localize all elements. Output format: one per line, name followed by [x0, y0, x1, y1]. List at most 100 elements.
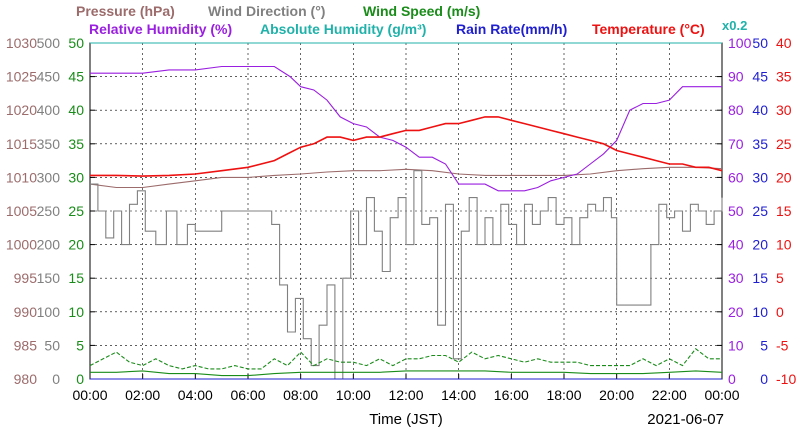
legend-wind-speed: Wind Speed (m/s) [363, 3, 480, 19]
tick-rain-rate: 0 [760, 371, 768, 387]
tick-pressure: 1020 [6, 102, 37, 118]
tick-temperature: 25 [776, 136, 792, 152]
tick-temperature: 35 [776, 69, 792, 85]
x-axis-label: Time (JST) [369, 411, 443, 428]
tick-rain-rate: 40 [752, 102, 768, 118]
x-tick-label: 14:00 [441, 387, 476, 403]
tick-pressure: 990 [14, 304, 38, 320]
x-tick-label: 04:00 [178, 387, 213, 403]
tick-temperature: 30 [776, 102, 792, 118]
x-tick-label: 06:00 [230, 387, 265, 403]
tick-rain-rate: 45 [752, 69, 768, 85]
tick-temperature: 40 [776, 35, 792, 51]
tick-rain-rate: 30 [752, 169, 768, 185]
legend-relative-humidity: Relative Humidity (%) [89, 21, 232, 37]
x-axis-ticks: 00:00 02:00 04:00 06:00 08:00 10:00 12:00 14:00… [72, 374, 740, 403]
tick-wind-speed: 5 [76, 337, 84, 353]
x-tick-label: 16:00 [494, 387, 529, 403]
tick-wind-direction: 350 [37, 136, 61, 152]
tick-relative-humidity: 60 [728, 169, 744, 185]
grid [90, 43, 722, 379]
x-tick-label: 10:00 [336, 387, 371, 403]
tick-pressure: 980 [14, 371, 38, 387]
tick-temperature: 0 [776, 304, 784, 320]
legend-absolute-humidity: Absolute Humidity (g/m³) [260, 21, 426, 37]
tick-pressure: 995 [14, 270, 38, 286]
x-tick-label: 18:00 [546, 387, 581, 403]
tick-wind-direction: 150 [37, 270, 61, 286]
tick-pressure: 1030 [6, 35, 37, 51]
header-row-2: Relative Humidity (%) Absolute Humidity … [89, 18, 747, 37]
tick-relative-humidity: 20 [728, 304, 744, 320]
tick-rain-rate: 10 [752, 304, 768, 320]
tick-wind-speed: 10 [68, 304, 84, 320]
x-tick-label: 00:00 [72, 387, 107, 403]
tick-pressure: 985 [14, 337, 38, 353]
tick-temperature: -5 [776, 337, 789, 353]
x-tick-label: 00:00 [704, 387, 739, 403]
x-tick-label: 12:00 [388, 387, 423, 403]
tick-wind-speed: 20 [68, 237, 84, 253]
legend-pressure: Pressure (hPa) [76, 3, 175, 19]
series-pressure-hpa [89, 166, 723, 189]
tick-wind-direction: 50 [44, 337, 60, 353]
tick-wind-speed: 50 [68, 35, 84, 51]
tick-wind-direction: 250 [37, 203, 61, 219]
series-wind-speed-m-s-max [89, 348, 722, 370]
tick-relative-humidity: 90 [728, 69, 744, 85]
tick-wind-speed: 35 [68, 136, 84, 152]
tick-wind-speed: 30 [68, 169, 84, 185]
series-temperature-c [90, 116, 723, 177]
tick-wind-speed: 25 [68, 203, 84, 219]
tick-rain-rate: 25 [752, 203, 768, 219]
tick-relative-humidity: 40 [728, 237, 744, 253]
date-label: 2021-06-07 [647, 411, 724, 428]
tick-pressure: 1005 [6, 203, 37, 219]
tick-wind-direction: 500 [37, 35, 61, 51]
tick-wind-direction: 300 [37, 169, 61, 185]
tick-wind-direction: 400 [37, 102, 61, 118]
tick-pressure: 1010 [6, 169, 37, 185]
tick-wind-speed: 15 [68, 270, 84, 286]
tick-temperature: 20 [776, 169, 792, 185]
tick-temperature: 15 [776, 203, 792, 219]
x-tick-label: 08:00 [283, 387, 318, 403]
x-tick-label: 02:00 [125, 387, 160, 403]
legend-wind-direction: Wind Direction (°) [208, 3, 325, 19]
series-layer [89, 42, 723, 380]
tick-rain-rate: 20 [752, 237, 768, 253]
legend-rain-rate: Rain Rate(mm/h) [456, 21, 567, 37]
tick-wind-speed: 40 [68, 102, 84, 118]
tick-relative-humidity: 100 [728, 35, 752, 51]
tick-temperature: 10 [776, 237, 792, 253]
tick-wind-direction: 0 [52, 371, 60, 387]
right-axes: 0102030405060708090100051015202530354045… [728, 35, 796, 387]
tick-rain-rate: 50 [752, 35, 768, 51]
tick-pressure: 1000 [6, 237, 37, 253]
tick-wind-speed: 45 [68, 69, 84, 85]
legend-temperature: Temperature (°C) [592, 21, 705, 37]
tick-rain-rate: 5 [760, 337, 768, 353]
tick-rain-rate: 15 [752, 270, 768, 286]
x-tick-label: 22:00 [652, 387, 687, 403]
tick-temperature: 5 [776, 270, 784, 286]
tick-pressure: 1025 [6, 69, 37, 85]
tick-wind-direction: 100 [37, 304, 61, 320]
series-relative-humidity [90, 65, 722, 192]
tick-relative-humidity: 50 [728, 203, 744, 219]
legend-scale-note: x0.2 [722, 18, 747, 33]
tick-relative-humidity: 0 [728, 371, 736, 387]
tick-wind-speed: 0 [76, 371, 84, 387]
series-wind-speed-m-s-mean [90, 370, 723, 377]
tick-relative-humidity: 10 [728, 337, 744, 353]
tick-relative-humidity: 70 [728, 136, 744, 152]
tick-relative-humidity: 80 [728, 102, 744, 118]
tick-relative-humidity: 30 [728, 270, 744, 286]
left-axes: 9809859909951000100510101015102010251030… [6, 35, 722, 387]
tick-wind-direction: 200 [37, 237, 61, 253]
series-wind-direction [90, 170, 723, 380]
header-row-1: Pressure (hPa) Wind Direction (°) Wind S… [76, 3, 480, 19]
tick-temperature: -10 [776, 371, 796, 387]
